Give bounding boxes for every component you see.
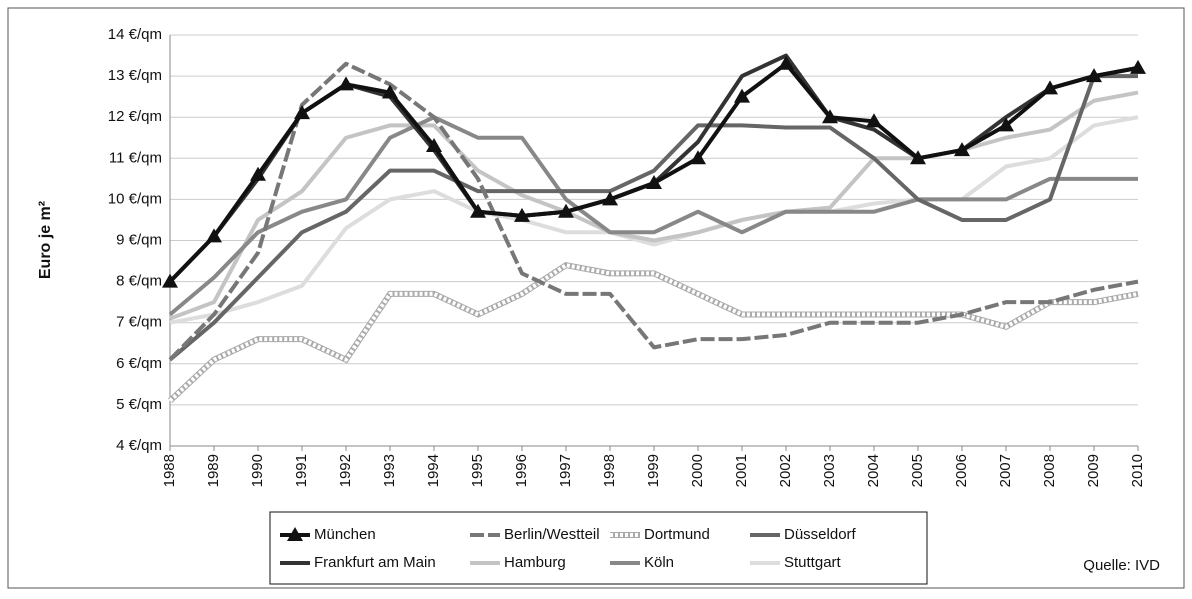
marker: [1130, 59, 1146, 74]
y-tick-label: 8 €/qm: [116, 273, 162, 290]
marker: [998, 117, 1014, 132]
series-line: [168, 115, 1138, 317]
y-tick-label: 14 €/qm: [108, 26, 162, 43]
x-tick-label: 1992: [337, 454, 354, 487]
y-tick-label: 6 €/qm: [116, 355, 162, 372]
x-tick-label: 2002: [777, 454, 794, 487]
marker: [162, 273, 178, 288]
marker: [778, 55, 794, 70]
marker: [690, 150, 706, 165]
marker: [646, 174, 662, 189]
y-tick-label: 10 €/qm: [108, 190, 162, 207]
x-tick-label: 2003: [821, 454, 838, 487]
x-tick-label: 2008: [1041, 454, 1058, 487]
x-tick-label: 1994: [425, 454, 442, 487]
x-tick-label: 1991: [293, 454, 310, 487]
y-tick-label: 12 €/qm: [108, 108, 162, 125]
marker: [382, 84, 398, 99]
series-line: [168, 263, 1139, 403]
x-tick-label: 1997: [557, 454, 574, 487]
x-tick-label: 2001: [733, 454, 750, 487]
legend: [269, 511, 928, 585]
series-line: [168, 74, 1138, 362]
marker: [1042, 80, 1058, 95]
legend-label: München: [314, 526, 376, 543]
marker: [294, 105, 310, 120]
marker: [602, 191, 618, 206]
y-tick-label: 7 €/qm: [116, 314, 162, 331]
marker: [558, 203, 574, 218]
series-line: [168, 61, 1139, 362]
x-tick-label: 2009: [1085, 454, 1102, 487]
x-tick-label: 1996: [513, 454, 530, 487]
legend-label: Frankfurt am Main: [314, 554, 436, 571]
x-tick-label: 2004: [865, 454, 882, 487]
source: Quelle: IVD: [1083, 557, 1160, 574]
legend-label: Düsseldorf: [784, 526, 857, 543]
x-tick-label: 1993: [381, 454, 398, 487]
x-tick-label: 2000: [689, 454, 706, 487]
marker: [822, 109, 838, 124]
x-tick-label: 2006: [953, 454, 970, 487]
marker: [338, 76, 354, 91]
marker: [206, 228, 222, 243]
x-tick-label: 2010: [1129, 454, 1146, 487]
y-tick-label: 13 €/qm: [108, 67, 162, 84]
x-tick-label: 2007: [997, 454, 1014, 487]
x-tick-label: 1995: [469, 454, 486, 487]
x-tick-label: 1988: [161, 454, 178, 487]
x-tick-label: 1999: [645, 454, 662, 487]
x-tick-label: 1989: [205, 454, 222, 487]
legend-label: Köln: [644, 554, 674, 571]
marker: [1086, 68, 1102, 83]
legend-marker: [287, 527, 303, 541]
x-tick-label: 2005: [909, 454, 926, 487]
marker: [734, 88, 750, 103]
legend-label: Hamburg: [504, 554, 566, 571]
marker: [910, 150, 926, 165]
series-line: [169, 90, 1139, 321]
marker: [514, 207, 530, 222]
series-line: [169, 115, 1139, 325]
y-tick-label: 5 €/qm: [116, 396, 162, 413]
x-tick-label: 1990: [249, 454, 266, 487]
legend-label: Stuttgart: [784, 554, 842, 571]
y-tick-label: 11 €/qm: [109, 149, 162, 166]
frame: [7, 7, 1185, 589]
marker: [250, 166, 266, 181]
legend-label: Berlin/Westteil: [504, 526, 600, 543]
marker: [866, 113, 882, 128]
y-axis-label: Euro je m²: [37, 201, 54, 279]
y-tick-label: 9 €/qm: [116, 231, 162, 248]
marker: [954, 142, 970, 157]
marker: [470, 203, 486, 218]
marker: [426, 137, 442, 152]
y-tick-label: 4 €/qm: [116, 437, 162, 454]
x-tick-label: 1998: [601, 454, 618, 487]
legend-label: Dortmund: [644, 526, 710, 543]
